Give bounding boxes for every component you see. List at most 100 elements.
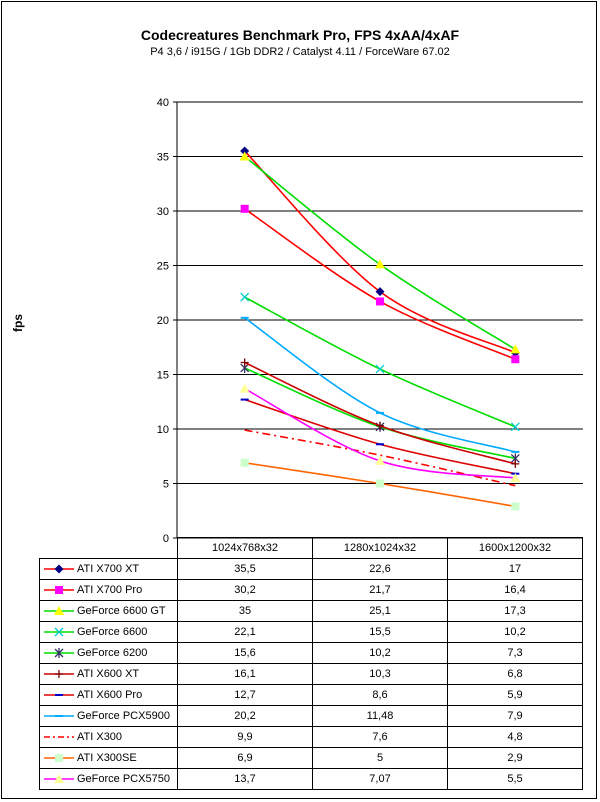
y-tick-label: 30 <box>157 206 169 218</box>
table-row: ATI X700 XT 35,5 22,6 17 <box>39 558 583 580</box>
legend-label: ATI X600 XT <box>77 668 140 680</box>
series-geforce-pcx5900 <box>240 316 520 453</box>
table-row: ATI X300SE 6,9 5 2,9 <box>39 747 583 769</box>
chart-subtitle: P4 3,6 / i915G / 1Gb DDR2 / Catalyst 4.1… <box>150 46 450 58</box>
legend-key <box>44 711 74 721</box>
data-point <box>54 606 64 616</box>
legend-entry: ATI X600 Pro <box>39 684 178 706</box>
legend-entry: ATI X300 <box>39 726 178 748</box>
legend-key <box>44 585 74 595</box>
data-point <box>510 344 521 354</box>
data-label: 15,6 <box>177 642 313 664</box>
data-label: 7,07 <box>312 768 448 790</box>
table-row: GeForce PCX5900 20,2 11,48 7,9 <box>39 705 583 727</box>
data-point <box>375 364 385 374</box>
line-chart: 0 5 10 15 20 25 30 35 40 <box>157 97 583 545</box>
series-line <box>244 150 516 354</box>
data-point <box>240 204 249 213</box>
legend-label: GeForce 6600 <box>77 626 148 638</box>
data-label: 17,3 <box>447 600 583 622</box>
table-row: ATI X600 XT 16,1 10,3 6,8 <box>39 663 583 685</box>
data-point <box>55 670 63 679</box>
data-label: 11,48 <box>312 705 448 727</box>
data-point <box>376 479 384 488</box>
legend-label: ATI X700 XT <box>77 563 140 575</box>
legend-label: ATI X300SE <box>77 752 137 764</box>
table-corner <box>40 538 178 559</box>
table-header-row: 1024x768x32 1280x1024x32 1600x1200x32 <box>40 537 583 559</box>
legend-entry: ATI X700 XT <box>39 558 178 580</box>
data-label: 10,3 <box>312 663 448 685</box>
table-row: ATI X700 Pro 30,2 21,7 16,4 <box>39 579 583 601</box>
data-label: 5,9 <box>447 684 583 706</box>
data-table: 1024x768x32 1280x1024x32 1600x1200x32 ATI X… <box>39 537 583 790</box>
data-point <box>240 292 250 302</box>
legend-label: GeForce PCX5750 <box>77 773 170 785</box>
legend-key <box>44 669 74 679</box>
data-point <box>376 421 384 430</box>
legend-key <box>44 648 74 659</box>
x-category-label: 1600x1200x32 <box>447 537 583 559</box>
series-geforce-pcx5750 <box>239 383 521 483</box>
series-ati-x300se <box>240 458 520 511</box>
series-geforce-6600-gt <box>239 151 521 354</box>
data-label: 22,1 <box>177 621 313 643</box>
data-point <box>54 774 64 784</box>
data-point <box>55 754 63 763</box>
x-category-label: 1280x1024x32 <box>312 537 448 559</box>
data-label: 7,9 <box>447 705 583 727</box>
legend-entry: ATI X600 XT <box>39 663 178 685</box>
legend-key <box>44 690 74 700</box>
data-label: 8,6 <box>312 684 448 706</box>
y-tick-label: 40 <box>157 97 169 109</box>
data-point <box>375 287 385 297</box>
series-ati-x700-xt <box>240 146 520 358</box>
legend-entry: GeForce PCX5900 <box>39 705 178 727</box>
legend-entry: GeForce PCX5750 <box>39 768 178 790</box>
data-point <box>240 358 249 367</box>
data-point <box>240 458 249 467</box>
legend-entry: GeForce 6600 <box>39 621 178 643</box>
table-row: ATI X600 Pro 12,7 8,6 5,9 <box>39 684 583 706</box>
data-label: 9,9 <box>177 726 313 748</box>
data-label: 13,7 <box>177 768 313 790</box>
y-tick-label: 5 <box>163 479 169 491</box>
table-row: GeForce PCX5750 13,7 7,07 5,5 <box>39 768 583 790</box>
data-label: 10,2 <box>447 621 583 643</box>
data-point <box>54 627 64 637</box>
table-row: GeForce 6600 22,1 15,5 10,2 <box>39 621 583 643</box>
data-label: 4,8 <box>447 726 583 748</box>
data-label: 35,5 <box>177 558 313 580</box>
legend-entry: GeForce 6600 GT <box>39 600 178 622</box>
data-point <box>239 151 250 161</box>
legend-label: ATI X700 Pro <box>77 584 143 596</box>
data-point <box>511 459 520 468</box>
data-label: 22,6 <box>312 558 448 580</box>
data-point <box>510 473 521 483</box>
table-row: GeForce 6600 GT 35 25,1 17,3 <box>39 600 583 622</box>
data-label: 6,9 <box>177 747 313 769</box>
legend-entry: ATI X300SE <box>39 747 178 769</box>
series-ati-x700-pro <box>240 204 520 364</box>
data-label: 16,4 <box>447 579 583 601</box>
table-row: GeForce 6200 15,6 10,2 7,3 <box>39 642 583 664</box>
legend-key <box>44 753 74 763</box>
legend-key <box>44 564 74 574</box>
data-point <box>54 648 64 659</box>
data-label: 5,5 <box>447 768 583 790</box>
data-label: 10,2 <box>312 642 448 664</box>
data-point <box>240 146 250 156</box>
legend-label: ATI X300 <box>77 731 123 743</box>
data-point <box>511 355 520 364</box>
y-tick-label: 25 <box>157 261 169 273</box>
legend-label: ATI X600 Pro <box>77 689 143 701</box>
legend-key <box>44 732 74 742</box>
data-point <box>375 455 385 465</box>
chart-title: Codecreatures Benchmark Pro, FPS 4xAA/4x… <box>140 27 460 43</box>
series-line <box>244 296 516 428</box>
series-line <box>244 208 516 360</box>
data-label: 2,9 <box>447 747 583 769</box>
data-label: 20,2 <box>177 705 313 727</box>
data-label: 7,6 <box>312 726 448 748</box>
